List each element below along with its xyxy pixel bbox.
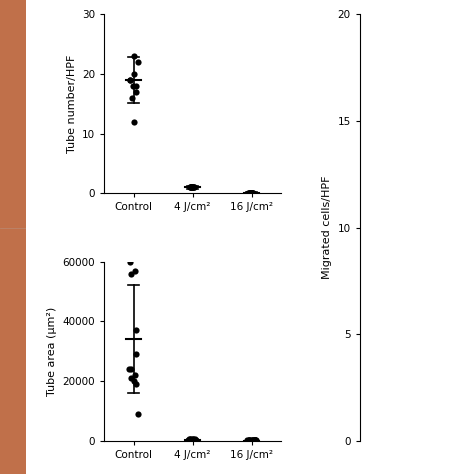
Point bbox=[135, 58, 142, 66]
Point bbox=[132, 267, 139, 274]
Point bbox=[188, 184, 195, 191]
Point bbox=[130, 118, 137, 126]
Point bbox=[186, 436, 193, 443]
Point bbox=[126, 76, 134, 84]
Point bbox=[249, 437, 257, 444]
Point bbox=[248, 437, 255, 444]
Point bbox=[246, 437, 253, 444]
Point bbox=[250, 437, 258, 444]
Point bbox=[189, 436, 196, 443]
Point bbox=[130, 70, 137, 78]
Point bbox=[128, 94, 136, 101]
Point bbox=[188, 184, 195, 191]
Point bbox=[247, 190, 255, 197]
Point bbox=[188, 184, 196, 191]
Y-axis label: Migrated cells/HPF: Migrated cells/HPF bbox=[322, 176, 332, 279]
Point bbox=[248, 190, 255, 197]
Point bbox=[246, 190, 254, 197]
Point bbox=[189, 436, 197, 443]
Point bbox=[190, 184, 198, 191]
Point bbox=[246, 190, 254, 197]
Point bbox=[244, 190, 251, 197]
Point bbox=[190, 184, 198, 191]
Point bbox=[245, 190, 252, 197]
Point bbox=[127, 270, 135, 277]
Point bbox=[127, 365, 135, 373]
Point bbox=[246, 190, 253, 197]
Point bbox=[249, 437, 257, 444]
Point bbox=[252, 437, 259, 444]
Point bbox=[252, 437, 259, 444]
Point bbox=[247, 437, 255, 444]
Point bbox=[191, 435, 199, 443]
Point bbox=[132, 380, 140, 388]
Point bbox=[126, 76, 134, 84]
Point bbox=[186, 184, 194, 191]
Point bbox=[130, 52, 138, 60]
Point bbox=[187, 184, 194, 191]
Y-axis label: Tube number/HPF: Tube number/HPF bbox=[66, 55, 77, 153]
Point bbox=[248, 190, 255, 197]
Point bbox=[126, 365, 133, 373]
Point bbox=[252, 437, 259, 444]
Point bbox=[190, 436, 198, 443]
Point bbox=[126, 258, 134, 265]
Point bbox=[248, 190, 256, 197]
Point bbox=[189, 436, 196, 443]
Point bbox=[129, 82, 137, 90]
Point bbox=[187, 436, 195, 443]
Point bbox=[130, 377, 137, 385]
Point bbox=[131, 371, 139, 379]
Point bbox=[249, 190, 256, 197]
Point bbox=[251, 437, 258, 444]
Point bbox=[186, 436, 194, 443]
Point bbox=[186, 184, 193, 191]
Point bbox=[188, 184, 196, 191]
Point bbox=[252, 437, 259, 444]
Point bbox=[246, 190, 254, 197]
Point bbox=[188, 184, 196, 191]
Point bbox=[133, 88, 140, 96]
Point bbox=[132, 82, 140, 90]
Point bbox=[249, 190, 256, 197]
Point bbox=[187, 184, 194, 191]
Point bbox=[189, 436, 197, 443]
Point bbox=[245, 437, 253, 444]
Point bbox=[187, 436, 194, 443]
Point bbox=[246, 437, 253, 444]
Point bbox=[247, 190, 255, 197]
Point bbox=[244, 437, 251, 444]
Point bbox=[134, 410, 142, 418]
Point bbox=[128, 374, 135, 382]
Point bbox=[133, 327, 140, 334]
Point bbox=[189, 184, 197, 191]
Point bbox=[247, 190, 255, 197]
Point bbox=[191, 436, 199, 443]
Y-axis label: Tube area (μm²): Tube area (μm²) bbox=[47, 307, 57, 396]
Point bbox=[185, 436, 193, 443]
Point bbox=[132, 350, 140, 358]
